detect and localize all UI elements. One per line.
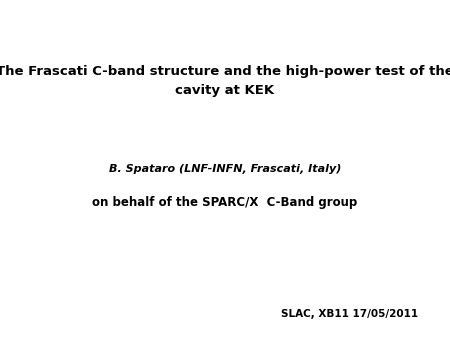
Text: The Frascati C-band structure and the high-power test of the
cavity at KEK: The Frascati C-band structure and the hi… bbox=[0, 65, 450, 97]
Text: B. Spataro (LNF-INFN, Frascati, Italy): B. Spataro (LNF-INFN, Frascati, Italy) bbox=[109, 164, 341, 174]
Text: on behalf of the SPARC/X  C-Band group: on behalf of the SPARC/X C-Band group bbox=[92, 196, 358, 209]
Text: SLAC, XB11 17/05/2011: SLAC, XB11 17/05/2011 bbox=[281, 309, 418, 319]
